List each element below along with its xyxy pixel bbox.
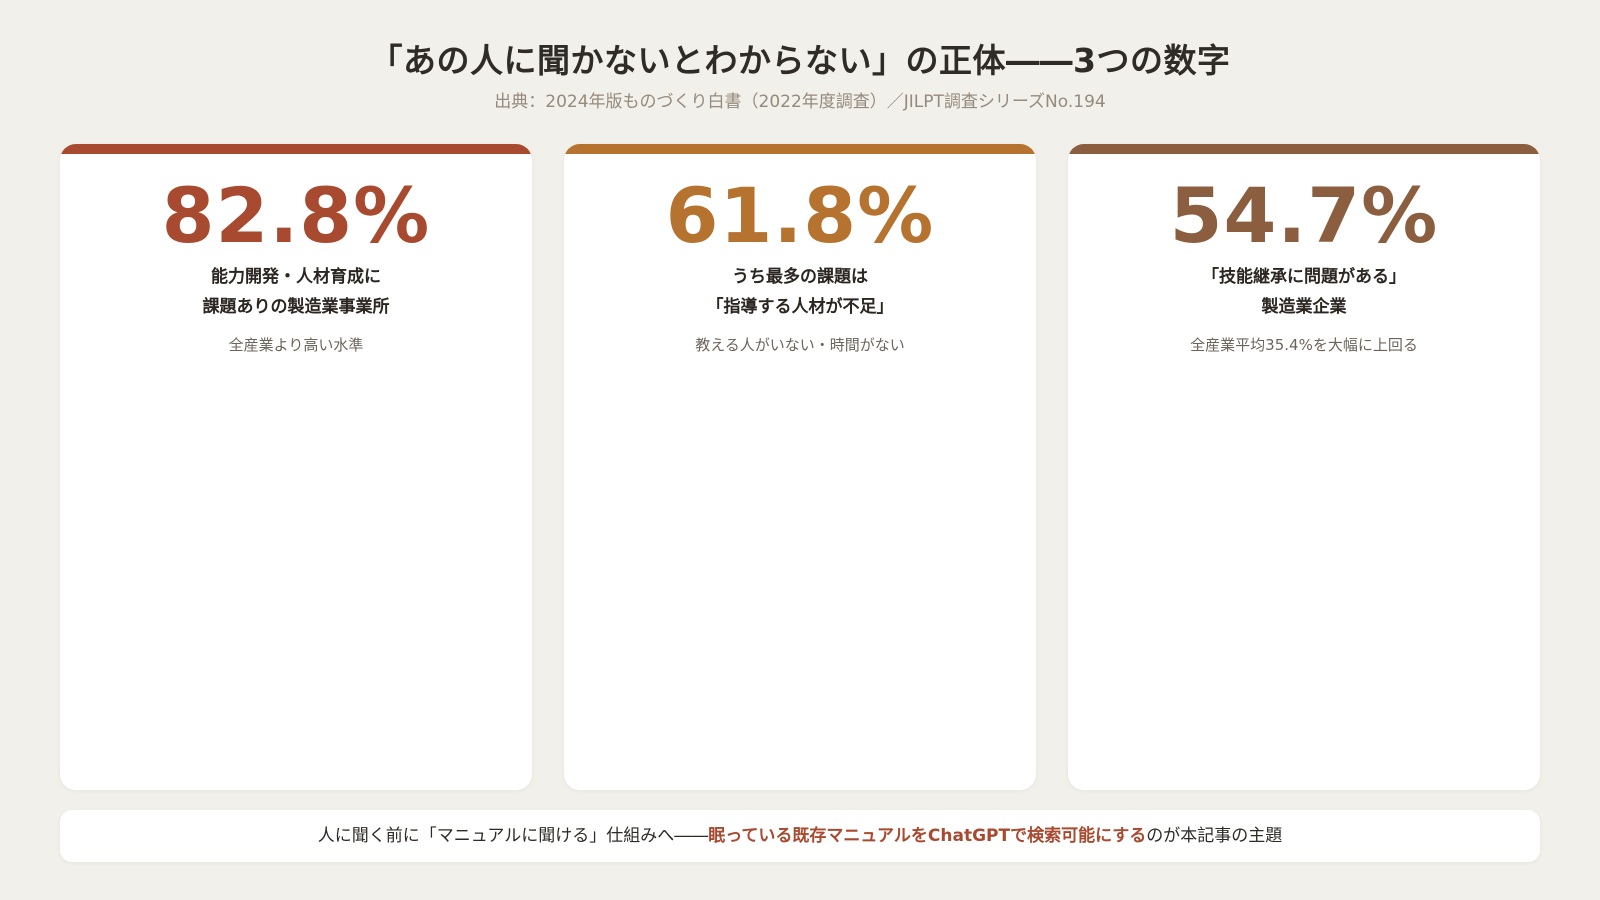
source-citation: 出典：2024年版ものづくり白書（2022年度調査）／JILPT調査シリーズNo… xyxy=(494,92,1106,112)
stat-label-line2: 「指導する人材が不足」 xyxy=(706,297,894,317)
card-accent-bar xyxy=(564,144,1036,154)
stat-card-3: 54.7% 「技能継承に問題がある」 製造業企業 全産業平均35.4%を大幅に上… xyxy=(1068,144,1540,790)
stat-label: 能力開発・人材育成に 課題ありの製造業事業所 xyxy=(60,262,532,322)
stat-label-line2: 製造業企業 xyxy=(1261,297,1347,317)
summary-banner: 人に聞く前に「マニュアルに聞ける」仕組みへ――眠っている既存マニュアルをChat… xyxy=(60,810,1540,862)
stat-label-line1: 「技能継承に問題がある」 xyxy=(1202,267,1406,287)
header: 「あの人に聞かないとわからない」の正体――3つの数字 出典：2024年版ものづく… xyxy=(0,38,1600,114)
stat-note: 全産業平均35.4%を大幅に上回る xyxy=(1190,336,1418,354)
stat-value: 82.8% xyxy=(161,171,431,260)
stat-label: うち最多の課題は 「指導する人材が不足」 xyxy=(564,262,1036,322)
stat-card-2: 61.8% うち最多の課題は 「指導する人材が不足」 教える人がいない・時間がな… xyxy=(564,144,1036,790)
stat-card-1: 82.8% 能力開発・人材育成に 課題ありの製造業事業所 全産業より高い水準 xyxy=(60,144,532,790)
summary-text-after: のが本記事の主題 xyxy=(1146,826,1283,846)
stat-value: 54.7% xyxy=(1169,171,1439,260)
card-accent-bar xyxy=(60,144,532,154)
stat-cards: 82.8% 能力開発・人材育成に 課題ありの製造業事業所 全産業より高い水準 6… xyxy=(60,144,1540,790)
card-accent-bar xyxy=(1068,144,1540,154)
stat-label: 「技能継承に問題がある」 製造業企業 xyxy=(1068,262,1540,322)
page-title: 「あの人に聞かないとわからない」の正体――3つの数字 xyxy=(369,41,1231,80)
summary-highlight: 眠っている既存マニュアルをChatGPTで検索可能にする xyxy=(708,826,1147,846)
stat-label-line1: 能力開発・人材育成に xyxy=(211,267,381,287)
summary-text-before: 人に聞く前に「マニュアルに聞ける」仕組みへ―― xyxy=(317,826,709,846)
stat-note: 全産業より高い水準 xyxy=(228,336,364,354)
stat-label-line2: 課題ありの製造業事業所 xyxy=(202,297,390,317)
stat-value: 61.8% xyxy=(665,171,935,260)
stat-label-line1: うち最多の課題は xyxy=(732,267,868,287)
stat-note: 教える人がいない・時間がない xyxy=(695,336,905,354)
